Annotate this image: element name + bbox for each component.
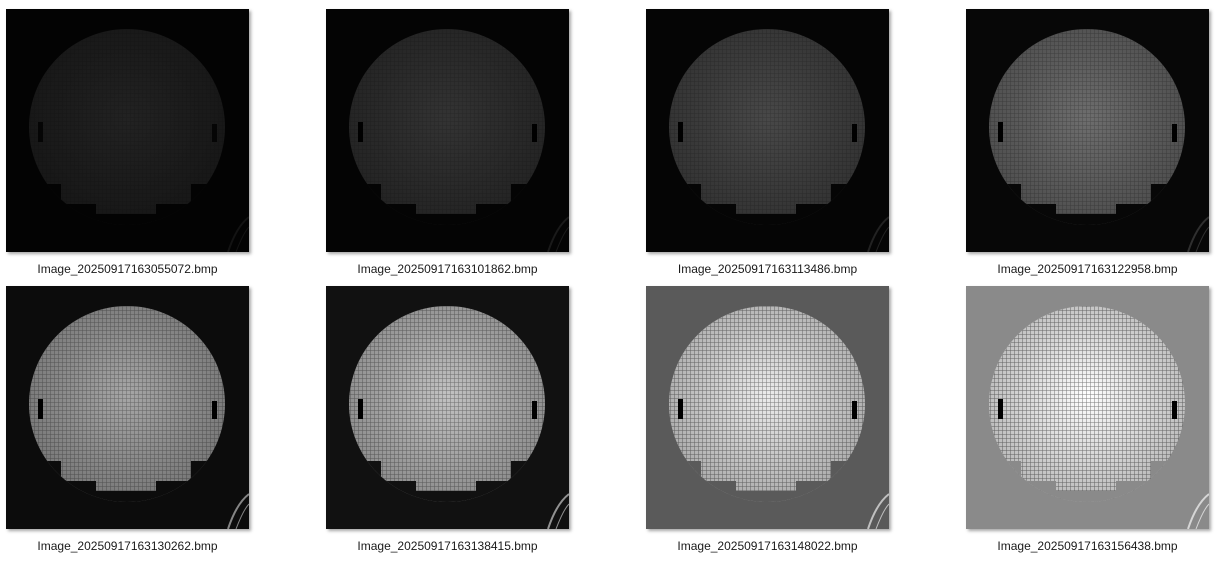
file-name-label[interactable]: Image_20250917163055072.bmp [37,262,218,276]
file-name-label[interactable]: Image_20250917163130262.bmp [37,539,218,553]
wafer-image [646,9,889,252]
wafer-image [6,286,249,529]
wafer-image [326,286,569,529]
file-name-label[interactable]: Image_20250917163101862.bmp [357,262,538,276]
file-item[interactable]: Image_20250917163156438.bmp [966,286,1232,561]
wafer-image-thumbnail[interactable] [6,9,249,252]
file-item[interactable]: Image_20250917163138415.bmp [326,286,646,561]
wafer-image [6,9,249,252]
wafer-image [966,9,1209,252]
wafer-image [646,286,889,529]
wafer-image-thumbnail[interactable] [6,286,249,529]
file-item[interactable]: Image_20250917163113486.bmp [646,9,966,286]
wafer-image-thumbnail[interactable] [326,9,569,252]
wafer-image-thumbnail[interactable] [966,286,1209,529]
file-item[interactable]: Image_20250917163122958.bmp [966,9,1232,286]
file-item[interactable]: Image_20250917163148022.bmp [646,286,966,561]
wafer-image-thumbnail[interactable] [966,9,1209,252]
file-name-label[interactable]: Image_20250917163148022.bmp [677,539,858,553]
wafer-image-thumbnail[interactable] [646,286,889,529]
file-name-label[interactable]: Image_20250917163113486.bmp [677,262,858,276]
wafer-image-thumbnail[interactable] [646,9,889,252]
wafer-image [326,9,569,252]
file-item[interactable]: Image_20250917163055072.bmp [6,9,326,286]
file-name-label[interactable]: Image_20250917163156438.bmp [997,539,1178,553]
file-name-label[interactable]: Image_20250917163138415.bmp [357,539,538,553]
wafer-image [966,286,1209,529]
wafer-image-thumbnail[interactable] [326,286,569,529]
file-name-label[interactable]: Image_20250917163122958.bmp [997,262,1178,276]
file-item[interactable]: Image_20250917163101862.bmp [326,9,646,286]
file-item[interactable]: Image_20250917163130262.bmp [6,286,326,561]
